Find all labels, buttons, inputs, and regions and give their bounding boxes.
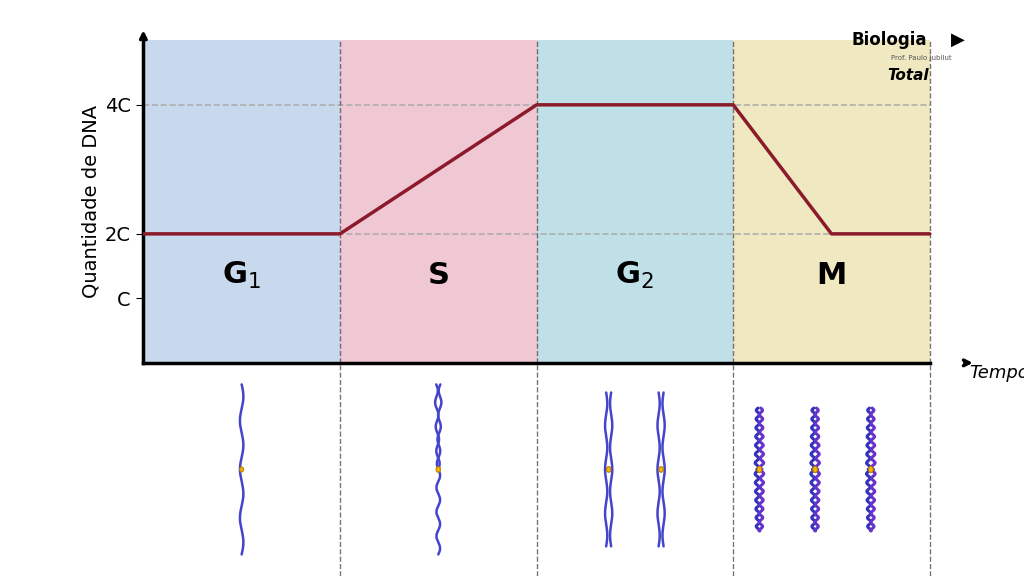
Ellipse shape: [813, 467, 817, 472]
Ellipse shape: [868, 467, 873, 472]
Bar: [340, 40, 537, 363]
Ellipse shape: [606, 467, 611, 472]
Y-axis label: Quantidade de DNA: Quantidade de DNA: [82, 105, 100, 298]
Text: Biologia: Biologia: [851, 31, 927, 49]
Ellipse shape: [436, 467, 440, 472]
Ellipse shape: [757, 467, 762, 472]
Ellipse shape: [658, 467, 664, 472]
Text: Tempo: Tempo: [969, 363, 1024, 381]
Text: Prof. Paulo Jubilut: Prof. Paulo Jubilut: [891, 55, 952, 60]
Text: G$_2$: G$_2$: [615, 260, 654, 291]
Ellipse shape: [240, 467, 244, 472]
Text: G$_1$: G$_1$: [222, 260, 261, 291]
Text: M: M: [816, 262, 847, 290]
Text: Total: Total: [888, 68, 930, 83]
Bar: [143, 40, 340, 363]
Text: S: S: [427, 262, 450, 290]
Bar: [537, 40, 733, 363]
Text: ▶: ▶: [950, 31, 965, 49]
Bar: [733, 40, 930, 363]
